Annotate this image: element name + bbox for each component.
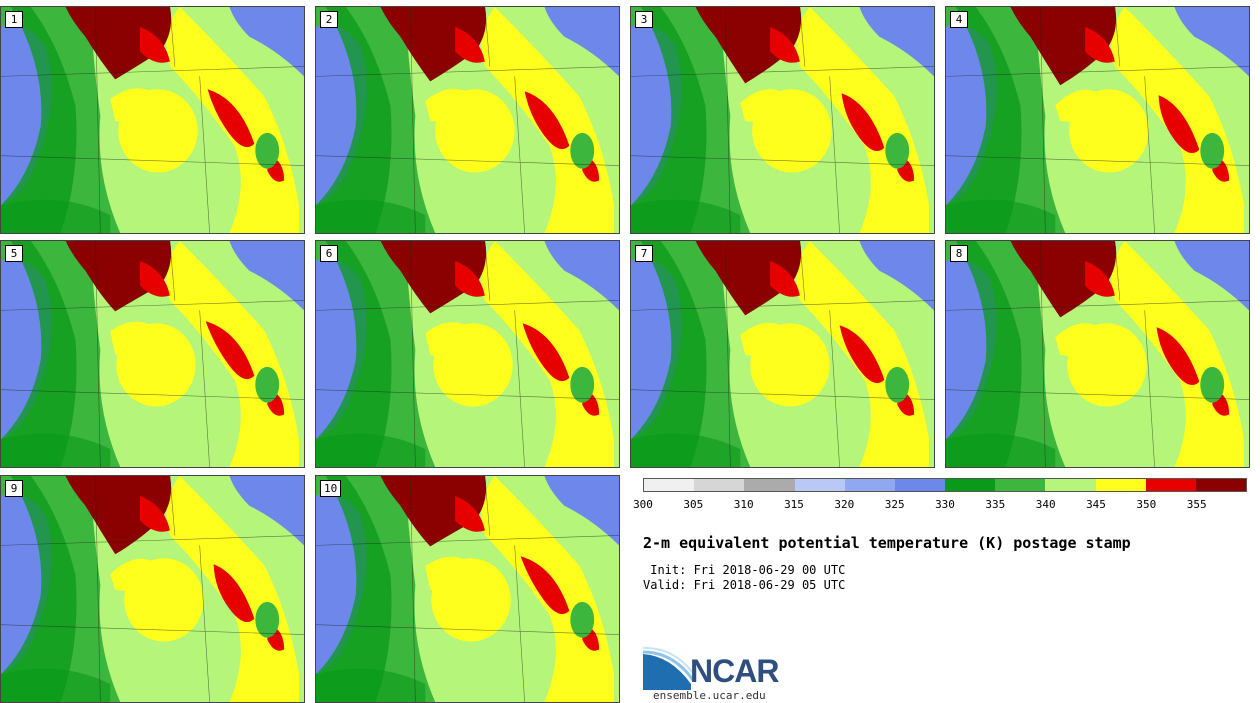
- theta-e-map: [316, 476, 619, 702]
- color-scale-tick-label: 315: [784, 498, 804, 511]
- valid-time: Valid: Fri 2018-06-29 05 UTC: [643, 578, 846, 592]
- member-number: 5: [5, 245, 23, 262]
- theta-e-map: [316, 241, 619, 467]
- theta-e-map: [316, 7, 619, 233]
- color-scale-segment: [1095, 479, 1146, 491]
- member-number: 10: [320, 480, 342, 497]
- member-number: 2: [320, 11, 338, 28]
- color-scale-segment: [744, 479, 795, 491]
- chart-title: 2-m equivalent potential temperature (K)…: [643, 534, 1131, 552]
- member-number: 9: [5, 480, 23, 497]
- theta-e-map: [631, 7, 934, 233]
- theta-e-map: [1, 241, 304, 467]
- member-number: 3: [635, 11, 653, 28]
- color-scale-bar: [643, 478, 1247, 492]
- postage-stamp-1: 1: [0, 6, 305, 234]
- color-scale-segment: [894, 479, 946, 491]
- member-number: 1: [5, 11, 23, 28]
- color-scale-tick-label: 330: [935, 498, 955, 511]
- member-number: 7: [635, 245, 653, 262]
- color-scale-tick-label: 325: [884, 498, 905, 511]
- color-scale-tick-label: 340: [1035, 498, 1056, 511]
- color-scale-segment: [794, 479, 845, 491]
- postage-stamp-6: 6: [315, 240, 620, 468]
- color-scale-segment: [945, 479, 996, 491]
- theta-e-map: [946, 241, 1249, 467]
- theta-e-map: [1, 7, 304, 233]
- theta-e-map: [946, 7, 1249, 233]
- color-scale-segment: [844, 479, 895, 491]
- theta-e-map: [631, 241, 934, 467]
- color-scale-tick-label: 300: [633, 498, 653, 511]
- member-number: 4: [950, 11, 968, 28]
- color-scale-tick-label: 335: [985, 498, 1006, 511]
- ncar-logo-text: NCAR: [690, 653, 779, 689]
- postage-stamp-10: 10: [315, 475, 620, 703]
- color-scale-segment: [1045, 479, 1096, 491]
- init-time: Init: Fri 2018-06-29 00 UTC: [643, 563, 846, 577]
- color-scale-segment: [644, 479, 695, 491]
- color-scale-segment: [1145, 479, 1196, 491]
- color-scale-tick-label: 350: [1136, 498, 1157, 511]
- postage-stamp-4: 4: [945, 6, 1250, 234]
- color-scale-segment: [1195, 479, 1247, 491]
- ensemble-url: ensemble.ucar.edu: [653, 689, 766, 702]
- ncar-logo-icon: [643, 646, 696, 690]
- color-scale-segment: [995, 479, 1046, 491]
- postage-stamp-2: 2: [315, 6, 620, 234]
- theta-e-map: [1, 476, 304, 702]
- color-scale-tick-label: 320: [834, 498, 855, 511]
- postage-stamp-7: 7: [630, 240, 935, 468]
- color-scale-segment: [694, 479, 745, 491]
- postage-stamp-9: 9: [0, 475, 305, 703]
- postage-stamp-3: 3: [630, 6, 935, 234]
- color-scale-tick-label: 305: [683, 498, 704, 511]
- member-number: 8: [950, 245, 968, 262]
- postage-stamp-5: 5: [0, 240, 305, 468]
- color-scale-tick-label: 310: [733, 498, 754, 511]
- postage-stamp-8: 8: [945, 240, 1250, 468]
- color-scale-tick-label: 345: [1086, 498, 1106, 511]
- color-scale-tick-label: 355: [1186, 498, 1207, 511]
- member-number: 6: [320, 245, 338, 262]
